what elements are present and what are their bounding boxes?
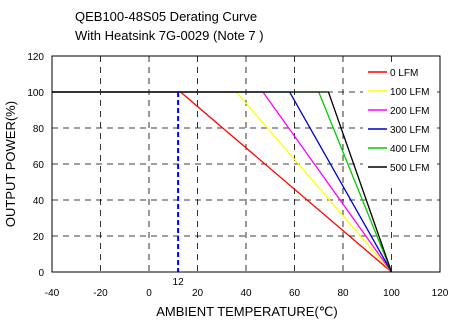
x-axis-label: AMBIENT TEMPERATURE(℃) <box>156 304 337 319</box>
legend-label: 400 LFM <box>390 144 429 155</box>
x-tick-label: 120 <box>432 288 449 299</box>
chart-title-line-2: With Heatsink 7G-0029 (Note 7 ) <box>75 28 264 43</box>
x-tick-label: 80 <box>337 288 349 299</box>
x-tick-label: -40 <box>45 288 60 299</box>
legend-label: 200 LFM <box>390 106 429 117</box>
series-lines <box>52 91 393 273</box>
y-tick-label: 20 <box>33 232 45 243</box>
y-tick-label: 60 <box>33 160 45 171</box>
y-tick-label: 80 <box>33 124 45 135</box>
y-tick-label: 40 <box>33 196 45 207</box>
y-axis-label: OUTPUT POWER(%) <box>3 101 18 227</box>
legend-background <box>363 64 437 184</box>
y-tick-label: 0 <box>38 268 44 279</box>
legend-label: 0 LFM <box>390 68 418 79</box>
y-tick-labels: 0 20 40 60 80 100 120 <box>27 52 44 279</box>
x-tick-label: 40 <box>240 288 252 299</box>
chart-title-line-1: QEB100-48S05 Derating Curve <box>75 9 257 24</box>
annotation-marker: 12 <box>173 92 185 288</box>
x-tick-label: 60 <box>289 288 301 299</box>
plot-frame <box>51 55 441 273</box>
legend-label: 500 LFM <box>390 163 429 174</box>
x-tick-label: -20 <box>93 288 108 299</box>
x-tick-labels: -40 -20 0 20 40 60 80 100 120 <box>45 288 449 299</box>
series-line-500-lfm <box>52 91 393 273</box>
annotation-label: 12 <box>173 277 185 288</box>
x-tick-label: 0 <box>146 288 152 299</box>
legend: 0 LFM 100 LFM 200 LFM 300 LFM 400 LFM 500 LFM <box>363 64 437 184</box>
x-tick-label: 100 <box>383 288 400 299</box>
series-line-300-lfm <box>52 91 393 273</box>
x-tick-label: 20 <box>192 288 204 299</box>
legend-label: 300 LFM <box>390 125 429 136</box>
y-tick-label: 120 <box>27 52 44 63</box>
legend-label: 100 LFM <box>390 87 429 98</box>
y-tick-label: 100 <box>27 88 44 99</box>
